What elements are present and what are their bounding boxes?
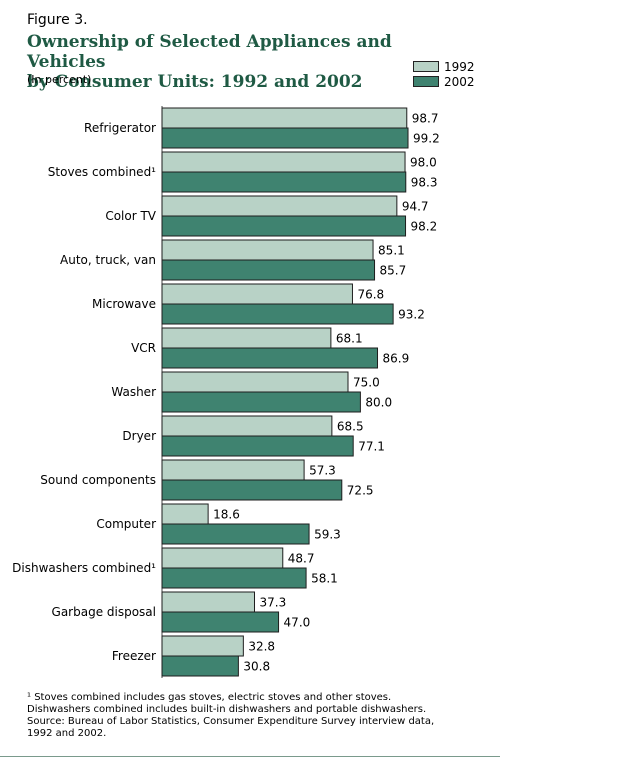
bar-microwave-1992 <box>161 283 353 305</box>
bar-color-tv-1992 <box>161 195 398 217</box>
bar-sound-components-2002 <box>161 479 343 501</box>
legend-swatch-1992 <box>413 61 439 72</box>
chart-title-line-2: by Consumer Units: 1992 and 2002 <box>27 72 363 92</box>
value-label-washer-2002: 80.0 <box>365 396 392 410</box>
category-label-dishwashers-combined: Dishwashers combined¹ <box>12 561 156 575</box>
value-label-dryer-1992: 68.5 <box>337 420 364 434</box>
value-label-auto-truck-van-2002: 85.7 <box>380 264 407 278</box>
bar-garbage-disposal-2002 <box>161 611 280 633</box>
category-label-auto-truck-van: Auto, truck, van <box>60 253 156 267</box>
category-label-refrigerator: Refrigerator <box>84 121 156 135</box>
bar-stoves-combined-2002 <box>161 171 407 193</box>
bar-washer-1992 <box>161 371 349 393</box>
value-label-stoves-combined-1992: 98.0 <box>410 156 437 170</box>
figure-label: Figure 3. <box>27 12 88 28</box>
bar-dryer-2002 <box>161 435 354 457</box>
value-label-sound-components-2002: 72.5 <box>347 484 374 498</box>
bar-computer-1992 <box>161 503 209 525</box>
value-label-computer-2002: 59.3 <box>314 528 341 542</box>
value-label-refrigerator-1992: 98.7 <box>412 112 439 126</box>
value-label-dryer-2002: 77.1 <box>358 440 385 454</box>
value-label-microwave-2002: 93.2 <box>398 308 425 322</box>
bar-garbage-disposal-1992 <box>161 591 256 613</box>
value-label-refrigerator-2002: 99.2 <box>413 132 440 146</box>
value-label-garbage-disposal-2002: 47.0 <box>284 616 311 630</box>
category-label-vcr: VCR <box>131 341 156 355</box>
chart-subtitle: (In percent) <box>27 73 92 86</box>
bar-auto-truck-van-2002 <box>161 259 376 281</box>
legend-label-2002: 2002 <box>444 74 475 89</box>
value-label-dishwashers-combined-1992: 48.7 <box>288 552 315 566</box>
footnote: ¹ Stoves combined includes gas stoves, e… <box>27 692 497 740</box>
category-label-dryer: Dryer <box>122 429 156 443</box>
chart-title-line-1: Ownership of Selected Appliances and Veh… <box>27 32 392 72</box>
chart-legend: 1992 2002 <box>413 59 475 89</box>
bar-auto-truck-van-1992 <box>161 239 374 261</box>
bar-vcr-1992 <box>161 327 332 349</box>
category-label-garbage-disposal: Garbage disposal <box>52 605 156 619</box>
bar-refrigerator-1992 <box>161 107 408 129</box>
footnote-line-2: Dishwashers combined includes built-in d… <box>27 704 427 715</box>
bottom-rule <box>0 756 500 757</box>
category-label-sound-components: Sound components <box>40 473 156 487</box>
bar-microwave-2002 <box>161 303 394 325</box>
bar-refrigerator-2002 <box>161 127 409 149</box>
bar-freezer-2002 <box>161 655 239 677</box>
value-label-color-tv-1992: 94.7 <box>402 200 429 214</box>
category-label-stoves-combined: Stoves combined¹ <box>48 165 156 179</box>
value-label-garbage-disposal-1992: 37.3 <box>260 596 287 610</box>
footnote-line-3: Source: Bureau of Labor Statistics, Cons… <box>27 716 435 727</box>
bar-washer-2002 <box>161 391 361 413</box>
bar-color-tv-2002 <box>161 215 407 237</box>
bar-vcr-2002 <box>161 347 379 369</box>
value-label-dishwashers-combined-2002: 58.1 <box>311 572 338 586</box>
category-label-microwave: Microwave <box>92 297 156 311</box>
legend-swatch-2002 <box>413 76 439 87</box>
bar-sound-components-1992 <box>161 459 305 481</box>
bar-chart: Refrigerator 98.7 99.2 Stoves combined¹ 98.0… <box>12 106 440 678</box>
value-label-washer-1992: 75.0 <box>353 376 380 390</box>
bar-dishwashers-combined-1992 <box>161 547 284 569</box>
category-label-computer: Computer <box>96 517 156 531</box>
bar-stoves-combined-1992 <box>161 151 406 173</box>
value-label-computer-1992: 18.6 <box>213 508 240 522</box>
legend-label-1992: 1992 <box>444 59 475 74</box>
legend-item-2002: 2002 <box>413 74 475 89</box>
value-label-sound-components-1992: 57.3 <box>309 464 336 478</box>
value-label-stoves-combined-2002: 98.3 <box>411 176 438 190</box>
footnote-line-1: ¹ Stoves combined includes gas stoves, e… <box>27 692 392 703</box>
bar-freezer-1992 <box>161 635 244 657</box>
value-label-microwave-1992: 76.8 <box>357 288 384 302</box>
value-label-freezer-2002: 30.8 <box>243 660 270 674</box>
category-label-color-tv: Color TV <box>105 209 156 223</box>
category-label-washer: Washer <box>111 385 156 399</box>
value-label-freezer-1992: 32.8 <box>248 640 275 654</box>
value-label-color-tv-2002: 98.2 <box>411 220 438 234</box>
bar-computer-2002 <box>161 523 310 545</box>
chart-title: Ownership of Selected Appliances and Veh… <box>27 32 427 92</box>
value-label-vcr-1992: 68.1 <box>336 332 363 346</box>
footnote-line-4: 1992 and 2002. <box>27 728 107 739</box>
value-label-vcr-2002: 86.9 <box>383 352 410 366</box>
bar-dryer-1992 <box>161 415 333 437</box>
bar-dishwashers-combined-2002 <box>161 567 307 589</box>
legend-item-1992: 1992 <box>413 59 475 74</box>
category-label-freezer: Freezer <box>112 649 156 663</box>
value-label-auto-truck-van-1992: 85.1 <box>378 244 405 258</box>
